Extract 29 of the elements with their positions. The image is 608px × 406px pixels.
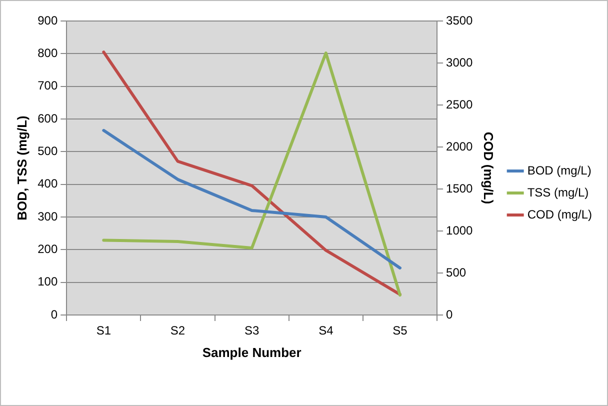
y-tick-label: 400 <box>38 176 58 191</box>
y2-tick-label: 1500 <box>446 181 474 196</box>
legend-label: COD (mg/L) <box>527 207 592 222</box>
y-axis-title: BOD, TSS (mg/L) <box>14 116 30 220</box>
y2-tick-label: 0 <box>446 307 454 322</box>
y2-axis-title: COD (mg/L) <box>480 132 496 204</box>
legend-label: TSS (mg/L) <box>527 185 589 200</box>
y-tick-label: 700 <box>38 78 58 93</box>
y-tick-label: 600 <box>38 111 58 126</box>
x-tick-label: S4 <box>318 324 334 338</box>
x-tick-label: S1 <box>96 324 112 338</box>
x-tick-label: S5 <box>392 324 408 338</box>
y-tick-label: 800 <box>38 46 58 60</box>
x-axis-title: Sample Number <box>202 344 302 360</box>
y2-tick-label: 2500 <box>446 97 474 112</box>
y-tick-label: 900 <box>38 13 58 28</box>
y-tick-label: 200 <box>38 242 58 256</box>
y2-tick-label: 500 <box>446 265 466 280</box>
x-tick-label: S3 <box>244 324 260 338</box>
y2-tick-label: 2000 <box>446 139 474 154</box>
y2-tick-label: 3500 <box>446 13 474 28</box>
y2-tick-label: 1000 <box>446 223 474 238</box>
y-tick-label: 500 <box>38 144 58 158</box>
y-tick-label: 300 <box>38 209 58 224</box>
y-tick-label: 0 <box>50 307 58 322</box>
y-tick-label: 100 <box>38 274 58 289</box>
x-tick-label: S2 <box>170 324 186 338</box>
y2-tick-label: 3000 <box>446 55 474 70</box>
legend-label: BOD (mg/L) <box>527 163 592 178</box>
